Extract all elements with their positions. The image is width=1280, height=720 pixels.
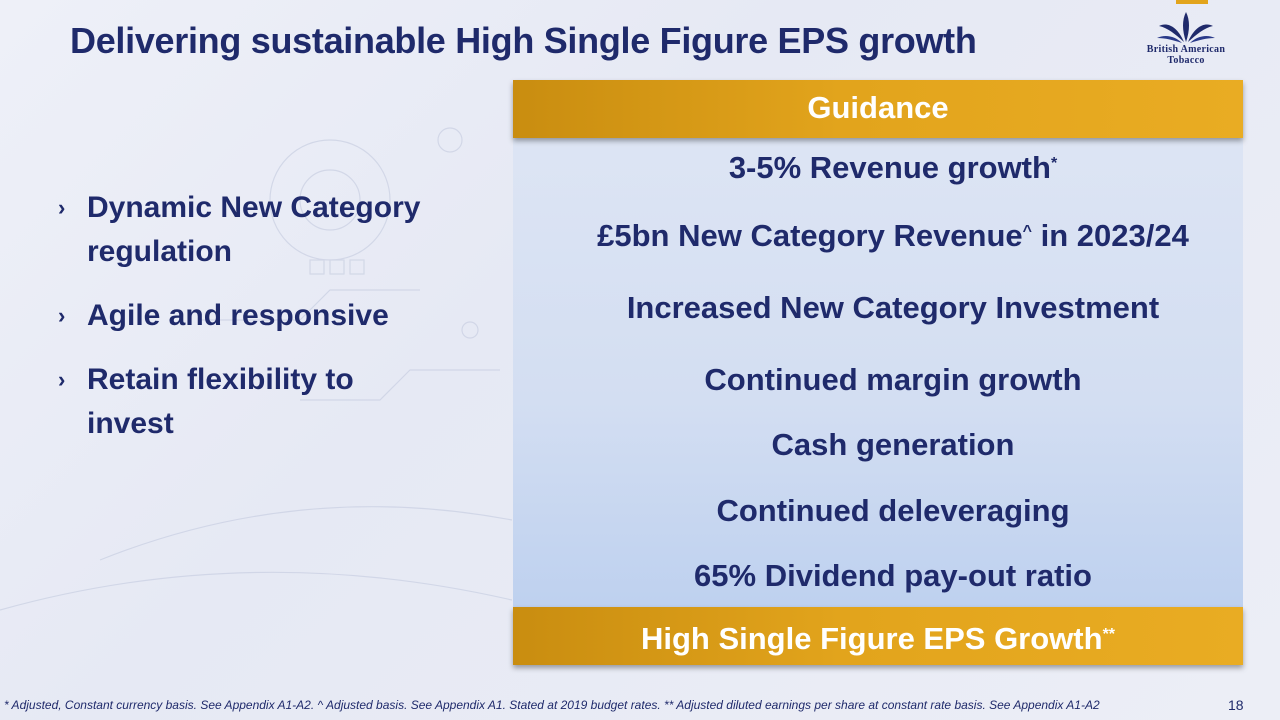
chevron-right-icon: › bbox=[58, 303, 66, 328]
eps-growth-text: High Single Figure EPS Growth bbox=[640, 621, 1103, 656]
bullet-text: Agile and responsive bbox=[87, 299, 389, 332]
bullet-text: Retain flexibility to invest bbox=[87, 363, 354, 440]
footnote-marker: ^ bbox=[1022, 223, 1033, 240]
top-accent-bar bbox=[1176, 0, 1208, 4]
guidance-item-text: Continued margin growth bbox=[704, 362, 1082, 397]
guidance-panel bbox=[513, 80, 1243, 665]
bullet-item: › Agile and responsive bbox=[58, 294, 478, 338]
logo-line-2: Tobacco bbox=[1167, 55, 1205, 66]
chevron-right-icon: › bbox=[58, 367, 66, 392]
bullet-item: › Dynamic New Category regulation bbox=[58, 186, 478, 274]
guidance-item-text: Cash generation bbox=[771, 427, 1015, 462]
guidance-item: 3-5% Revenue growth* bbox=[513, 150, 1273, 186]
guidance-item: Continued margin growth bbox=[513, 362, 1273, 398]
eps-growth-banner: High Single Figure EPS Growth** bbox=[513, 607, 1243, 665]
guidance-item-text: Continued deleveraging bbox=[716, 493, 1070, 528]
guidance-item: Increased New Category Investment bbox=[513, 290, 1273, 326]
footnote-marker: * bbox=[1050, 155, 1058, 172]
guidance-item: 65% Dividend pay-out ratio bbox=[513, 558, 1273, 594]
page-number: 18 bbox=[1228, 697, 1244, 713]
guidance-item: Continued deleveraging bbox=[513, 493, 1273, 529]
guidance-item: £5bn New Category Revenue^ in 2023/24 bbox=[513, 218, 1273, 254]
bullet-item: › Retain flexibility to invest bbox=[58, 358, 397, 446]
footnote-marker: ** bbox=[1102, 626, 1116, 643]
guidance-item-text: £5bn New Category Revenue bbox=[597, 218, 1023, 253]
chevron-right-icon: › bbox=[58, 195, 66, 220]
guidance-item-text: 65% Dividend pay-out ratio bbox=[694, 558, 1092, 593]
slide-title: Delivering sustainable High Single Figur… bbox=[70, 20, 977, 61]
guidance-item: Cash generation bbox=[513, 427, 1273, 463]
guidance-item-text: Increased New Category Investment bbox=[626, 290, 1160, 325]
leaf-icon bbox=[1157, 12, 1215, 43]
guidance-item-text: 3-5% Revenue growth bbox=[728, 150, 1051, 185]
bullet-text: Dynamic New Category regulation bbox=[87, 191, 421, 268]
guidance-header: Guidance bbox=[513, 80, 1243, 138]
footnote: * Adjusted, Constant currency basis. See… bbox=[4, 698, 1100, 712]
bat-logo: British American Tobacco bbox=[1128, 10, 1244, 72]
guidance-item-suffix: in 2023/24 bbox=[1032, 218, 1189, 253]
bullet-list: › Dynamic New Category regulation › Agil… bbox=[58, 186, 478, 466]
logo-line-1: British American bbox=[1146, 44, 1226, 55]
